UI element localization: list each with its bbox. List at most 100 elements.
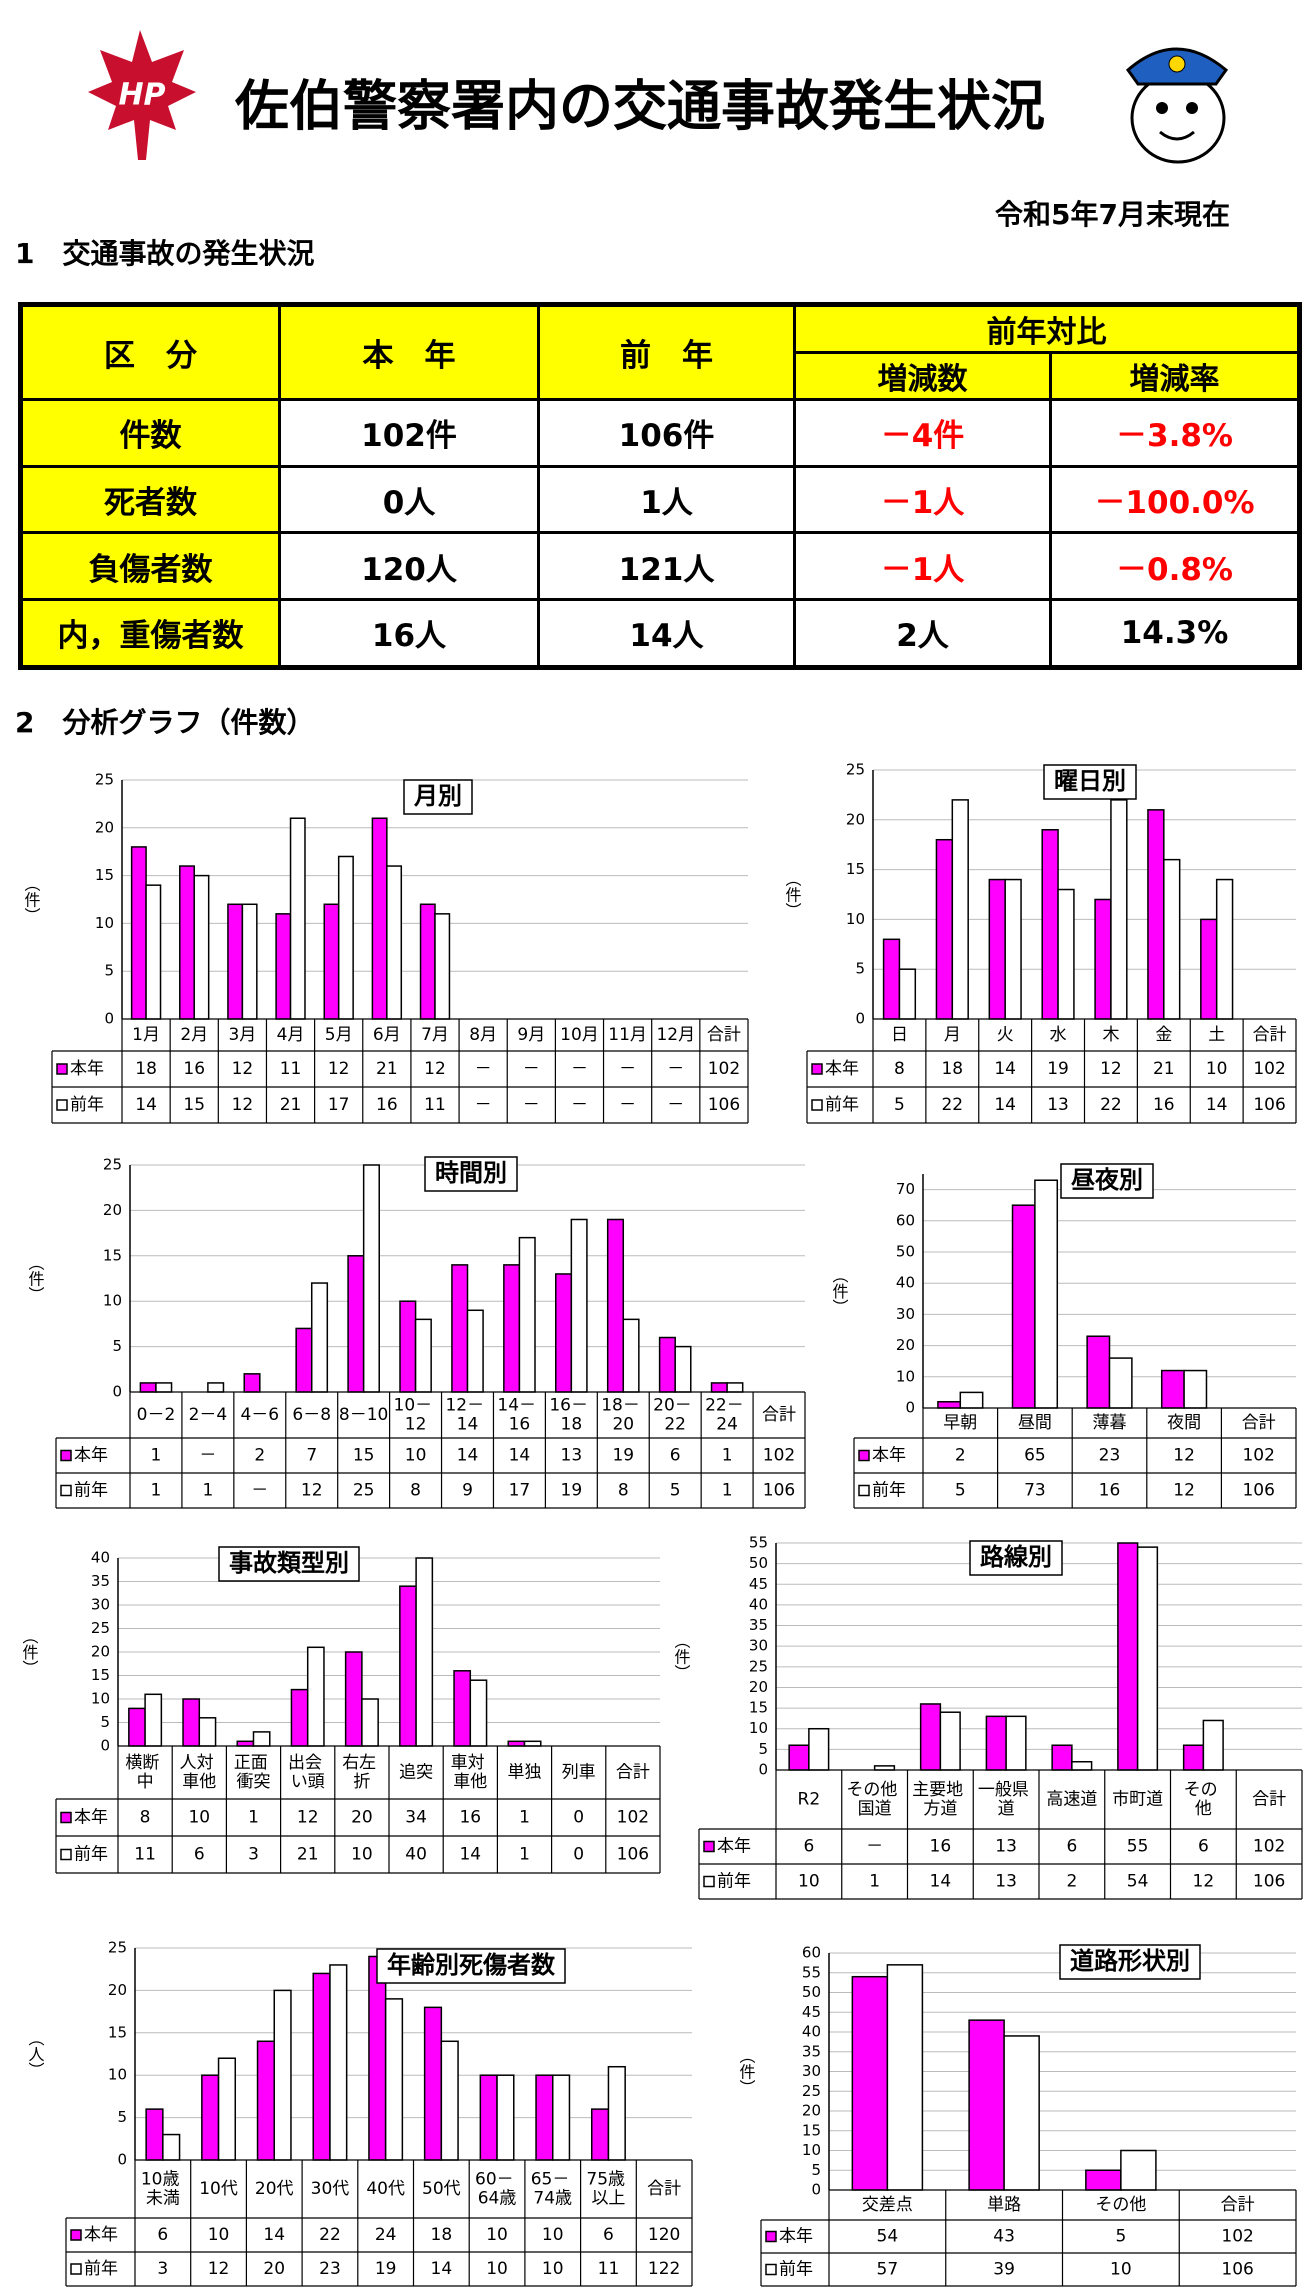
bar <box>419 903 436 1020</box>
y-tick-label: 15 <box>91 1666 110 1684</box>
y-tick-label: 5 <box>758 1740 768 1758</box>
legend-label: 本年 <box>74 1808 108 1828</box>
y-tick-label: 60 <box>896 1211 915 1229</box>
legend-label: 前年 <box>84 2259 118 2279</box>
cell: －3.8% <box>1049 398 1301 468</box>
data-label: 9 <box>462 1481 473 1501</box>
data-label: 12 <box>1193 1872 1215 1892</box>
bar <box>155 1382 173 1393</box>
cell: 106件 <box>537 398 796 468</box>
data-label: 8 <box>140 1808 151 1828</box>
data-label: 18 <box>431 2225 453 2245</box>
total-label: 合計 <box>616 1763 650 1783</box>
bar <box>337 855 354 1020</box>
logo: HP <box>88 30 196 160</box>
x-tick-label: 単路 <box>987 2195 1021 2215</box>
y-tick-label: 10 <box>103 1292 122 1310</box>
bar <box>959 1391 984 1409</box>
bar <box>570 1218 588 1393</box>
bar <box>1003 2035 1040 2191</box>
bar <box>399 1300 417 1393</box>
bar <box>985 1715 1007 1771</box>
header-cell: 前 年 <box>537 303 796 401</box>
data-label: 8 <box>618 1481 629 1501</box>
bar <box>440 2040 459 2161</box>
data-label: － <box>619 1095 636 1115</box>
total-label: 合計 <box>1253 1025 1287 1045</box>
title-box <box>376 1948 566 1984</box>
bar <box>1200 918 1218 1020</box>
title-box <box>1059 1944 1201 1980</box>
data-label: 23 <box>1099 1446 1121 1466</box>
data-label: 2 <box>254 1446 265 1466</box>
legend-swatch <box>60 1811 72 1824</box>
data-label: 1 <box>151 1446 162 1466</box>
data-label: 10 <box>798 1872 820 1892</box>
data-label: 6 <box>603 2225 614 2245</box>
bar <box>898 968 917 1020</box>
y-tick-label: 30 <box>91 1596 110 1614</box>
total-label: 合計 <box>762 1405 796 1425</box>
data-label: － <box>523 1095 540 1115</box>
x-tick-label: その他 国道 <box>846 1780 902 1819</box>
legend-swatch <box>703 1875 715 1888</box>
total-value: 106 <box>1253 1872 1285 1892</box>
y-tick-label: 25 <box>103 1156 122 1174</box>
y-tick-label: 25 <box>95 771 114 789</box>
data-label: 34 <box>405 1808 427 1828</box>
x-tick-label: 交差点 <box>862 2195 913 2215</box>
bar <box>386 865 403 1020</box>
total-label: 合計 <box>707 1025 741 1045</box>
data-label: 14 <box>994 1095 1016 1115</box>
data-label: 55 <box>1127 1837 1149 1857</box>
bar <box>227 903 244 1020</box>
bar <box>1136 1546 1159 1771</box>
y-tick-label: 35 <box>749 1616 768 1634</box>
y-tick-label: 30 <box>802 2062 821 2080</box>
header-cell: 前年対比 <box>793 303 1301 354</box>
total-value: 102 <box>763 1446 795 1466</box>
data-label: － <box>199 1446 216 1466</box>
data-label: 10 <box>208 2225 230 2245</box>
bar <box>886 1964 924 2191</box>
legend-swatch <box>56 1063 68 1075</box>
data-label: 14 <box>457 1446 479 1466</box>
data-label: 6 <box>194 1845 205 1865</box>
chart-title: 昼夜別 <box>1071 1166 1143 1194</box>
y-tick-label: 20 <box>103 1201 122 1219</box>
cell: －0.8% <box>1049 531 1301 601</box>
bar <box>1183 1369 1208 1409</box>
bar <box>139 1382 157 1393</box>
data-label: － <box>667 1059 684 1079</box>
cell: 102件 <box>278 398 540 468</box>
cell: 16人 <box>278 597 540 670</box>
x-tick-label: 12－ 14 <box>445 1396 489 1435</box>
x-tick-label: 薄暮 <box>1093 1413 1127 1433</box>
cell: 1人 <box>537 464 796 535</box>
bar <box>179 865 195 1020</box>
y-tick-label: 10 <box>846 910 865 928</box>
data-label: 19 <box>1047 1059 1069 1079</box>
x-tick-label: 月 <box>944 1025 961 1045</box>
bar <box>236 1740 255 1747</box>
x-tick-label: 4月 <box>277 1025 305 1045</box>
y-tick-label: 20 <box>749 1678 768 1696</box>
total-label: 合計 <box>1221 2195 1255 2215</box>
bar <box>1004 878 1022 1020</box>
x-tick-label: 14－ 16 <box>497 1396 541 1435</box>
bar <box>1117 1542 1139 1771</box>
legend-swatch <box>858 1449 870 1462</box>
x-tick-label: 40代 <box>366 2179 405 2199</box>
x-tick-label: 16－ 18 <box>549 1396 593 1435</box>
row-label: 件数 <box>19 398 281 468</box>
x-tick-label: 車対 車他 <box>451 1753 490 1792</box>
bar <box>361 1698 379 1747</box>
y-tick-label: 10 <box>108 2066 127 2084</box>
bar <box>1051 1744 1073 1771</box>
data-label: 54 <box>1127 1872 1149 1892</box>
data-label: － <box>475 1059 492 1079</box>
bar <box>1011 1204 1036 1409</box>
data-label: 22 <box>319 2225 341 2245</box>
legend-swatch <box>811 1063 823 1075</box>
